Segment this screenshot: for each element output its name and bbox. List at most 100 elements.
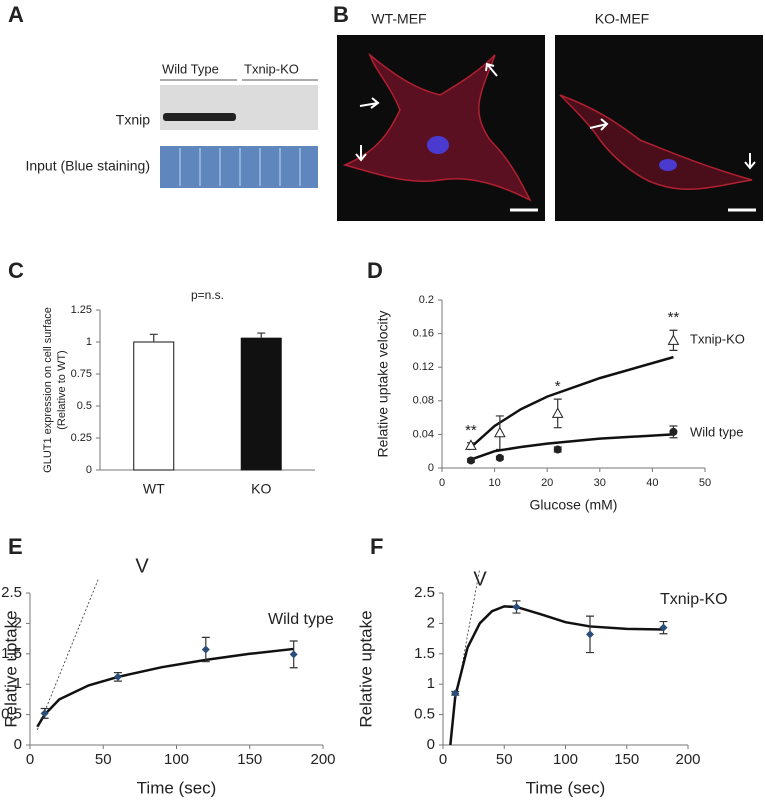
marker (451, 689, 460, 698)
y-tick-label: 0.04 (413, 428, 434, 440)
panel-label: B (333, 2, 349, 27)
blot-image (160, 85, 318, 130)
y-tick-label: 1.25 (71, 304, 92, 316)
error-bar (257, 332, 266, 339)
series-label: Txnip-KO (690, 331, 745, 346)
marker (586, 630, 594, 639)
marker (465, 439, 477, 450)
x-tick-label: 200 (310, 751, 335, 768)
marker (669, 427, 678, 436)
marker (113, 672, 122, 681)
annotation: V (473, 568, 487, 590)
y-axis-label: (Relative to WT) (56, 350, 68, 429)
y-tick-label: 2 (427, 614, 435, 631)
row-label: Txnip (116, 112, 150, 128)
marker (495, 453, 504, 462)
row-label: Input (Blue staining) (25, 158, 150, 174)
fit-curve (467, 355, 674, 451)
y-tick-label: 0 (427, 736, 435, 753)
y-tick-label: 2.5 (414, 584, 435, 601)
y-tick-label: 0 (14, 736, 22, 753)
y-axis-label: Relative uptake (1, 610, 20, 727)
arrows (355, 62, 756, 170)
blot-band (163, 113, 236, 121)
panel-label: C (8, 258, 24, 283)
x-tick-label: 0 (439, 751, 447, 768)
y-tick-label: 0.5 (77, 400, 92, 412)
series-label: Txnip-KO (660, 591, 728, 608)
cell (342, 52, 532, 202)
panel-label: D (367, 258, 383, 283)
bar (133, 341, 175, 471)
y-tick-label: 1 (427, 675, 435, 692)
y-tick-label: 0 (428, 462, 434, 474)
y-tick-label: 1.5 (414, 645, 435, 662)
nucleus (659, 159, 677, 171)
significance: * (555, 378, 561, 395)
tangent-line (36, 577, 100, 730)
x-tick-label: 50 (496, 751, 513, 768)
y-tick-label: 1 (86, 336, 92, 348)
x-tick-label: 100 (164, 751, 189, 768)
x-axis-label: Time (sec) (137, 778, 217, 797)
x-axis-label: Time (sec) (526, 778, 606, 797)
tangent-line (454, 568, 481, 703)
marker (659, 623, 668, 632)
x-tick-label: 10 (488, 477, 500, 489)
cell (559, 94, 753, 191)
y-tick-label: 2 (14, 614, 22, 631)
y-tick-label: 0.08 (413, 395, 434, 407)
y-tick-label: 0.12 (413, 361, 434, 373)
marker (466, 456, 475, 465)
x-tick-label: 50 (95, 751, 112, 768)
x-tick-label: 40 (646, 477, 658, 489)
y-axis-label: Relative uptake (356, 610, 375, 727)
bar (240, 337, 282, 471)
y-tick-label: 0 (86, 464, 92, 476)
x-tick-label: 0 (26, 751, 34, 768)
x-tick-label: 200 (675, 751, 700, 768)
y-tick-label: 1 (14, 675, 22, 692)
error-bar (149, 333, 158, 342)
image-title: WT-MEF (371, 11, 426, 27)
marker (512, 602, 521, 611)
marker (40, 709, 49, 718)
marker (289, 650, 298, 659)
y-axis-label: Relative uptake velocity (375, 310, 391, 457)
x-axis-label: Glucose (mM) (530, 497, 618, 513)
x-tick-label: 0 (439, 477, 445, 489)
image-title: KO-MEF (595, 11, 649, 27)
marker (553, 445, 562, 454)
marker (551, 407, 564, 418)
lane-stripes (179, 148, 301, 186)
micrograph (555, 35, 763, 221)
x-tick-label: 150 (237, 751, 262, 768)
y-axis-label: GLUT1 expression on cell surface (42, 307, 54, 473)
panel-label: F (370, 534, 383, 559)
y-tick-label: 0.2 (419, 294, 434, 306)
y-tick-label: 2.5 (1, 584, 22, 601)
fit-curve (449, 605, 664, 746)
fit-curve (467, 433, 674, 462)
y-tick-label: 0.5 (414, 706, 435, 723)
x-tick-label: 150 (614, 751, 639, 768)
x-tick-label: 30 (594, 477, 606, 489)
y-tick-label: 0.75 (71, 368, 92, 380)
y-tick-label: 0.16 (413, 328, 434, 340)
y-tick-label: 0.5 (1, 706, 22, 723)
marker (201, 645, 210, 654)
group-label: Wild Type (162, 61, 219, 76)
series-label: Wild type (690, 424, 743, 439)
annotation: V (135, 555, 149, 577)
significance: ** (465, 422, 477, 439)
chart-title: p=n.s. (191, 288, 224, 302)
panel-label: A (8, 2, 24, 27)
y-tick-label: 1.5 (1, 645, 22, 662)
x-tick-label: 100 (553, 751, 578, 768)
significance: ** (668, 309, 680, 326)
x-tick-label: 50 (699, 477, 711, 489)
y-tick-label: 0.25 (71, 432, 92, 444)
group-label: Txnip-KO (244, 61, 299, 76)
x-tick-label: 20 (541, 477, 553, 489)
x-tick-label: WT (143, 481, 165, 497)
